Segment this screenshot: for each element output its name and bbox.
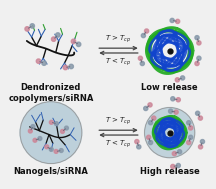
Circle shape: [181, 76, 185, 80]
Circle shape: [187, 121, 191, 125]
Circle shape: [33, 138, 37, 142]
Text: T > T$_{cp}$: T > T$_{cp}$: [105, 33, 132, 45]
Circle shape: [149, 121, 153, 125]
Circle shape: [56, 33, 60, 37]
Circle shape: [63, 65, 68, 70]
Circle shape: [176, 98, 180, 102]
Circle shape: [170, 18, 174, 22]
Circle shape: [198, 116, 202, 120]
Circle shape: [140, 61, 145, 66]
Circle shape: [60, 129, 64, 133]
Circle shape: [54, 149, 58, 153]
Circle shape: [189, 135, 193, 139]
Circle shape: [145, 108, 195, 158]
Circle shape: [197, 41, 201, 45]
Text: T < T$_{cp}$: T < T$_{cp}$: [105, 138, 132, 150]
Circle shape: [135, 139, 139, 144]
Text: T > T$_{cp}$: T > T$_{cp}$: [105, 115, 132, 127]
Circle shape: [45, 145, 49, 149]
Circle shape: [36, 59, 41, 63]
Circle shape: [176, 163, 180, 168]
Circle shape: [152, 116, 156, 120]
Circle shape: [76, 42, 81, 46]
Circle shape: [69, 64, 73, 69]
Circle shape: [175, 78, 179, 82]
Circle shape: [168, 109, 173, 113]
Circle shape: [178, 150, 182, 154]
Text: Nanogels/siRNA: Nanogels/siRNA: [13, 167, 88, 176]
Circle shape: [54, 122, 58, 126]
Circle shape: [141, 33, 146, 38]
Circle shape: [197, 56, 201, 60]
Circle shape: [31, 125, 35, 129]
Circle shape: [138, 56, 143, 60]
Circle shape: [28, 129, 32, 133]
Circle shape: [199, 145, 203, 149]
Circle shape: [137, 145, 141, 149]
Text: Dendronized
copolymers/siRNA: Dendronized copolymers/siRNA: [8, 83, 94, 104]
Text: Low release: Low release: [141, 83, 198, 92]
Circle shape: [187, 140, 191, 145]
Text: High release: High release: [140, 167, 200, 176]
Circle shape: [172, 152, 176, 156]
Circle shape: [49, 147, 53, 151]
Text: T < T$_{cp}$: T < T$_{cp}$: [105, 56, 132, 68]
Circle shape: [176, 19, 180, 23]
Circle shape: [65, 126, 68, 130]
Circle shape: [38, 136, 42, 140]
Circle shape: [174, 110, 178, 114]
Circle shape: [25, 27, 29, 31]
Circle shape: [30, 24, 35, 28]
Circle shape: [189, 126, 193, 130]
Circle shape: [51, 37, 56, 41]
Circle shape: [171, 164, 175, 169]
Circle shape: [195, 61, 199, 66]
Circle shape: [145, 29, 149, 33]
Circle shape: [171, 97, 175, 101]
Circle shape: [144, 106, 148, 111]
Circle shape: [200, 139, 205, 144]
Circle shape: [195, 111, 200, 115]
Circle shape: [71, 39, 76, 44]
Circle shape: [148, 140, 153, 145]
Circle shape: [49, 120, 53, 124]
Circle shape: [42, 61, 46, 65]
Circle shape: [195, 36, 199, 40]
Circle shape: [59, 149, 63, 153]
Circle shape: [148, 103, 152, 107]
Circle shape: [20, 102, 82, 163]
Circle shape: [147, 135, 151, 139]
